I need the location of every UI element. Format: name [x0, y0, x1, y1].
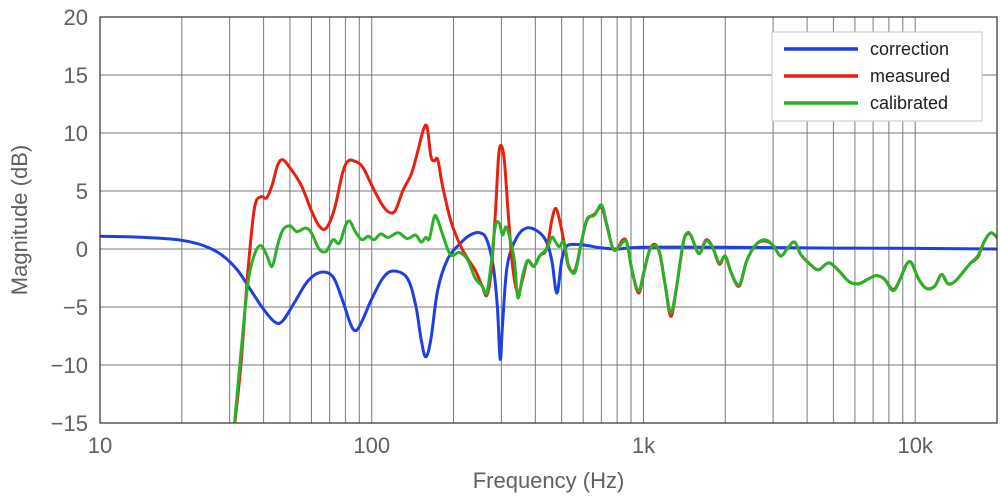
series-layer — [100, 123, 997, 423]
y-tick-label: −15 — [51, 411, 88, 436]
y-tick-label: 10 — [64, 121, 88, 146]
legend-label-correction: correction — [870, 39, 949, 59]
legend: correction measured calibrated — [771, 31, 983, 122]
y-axis-ticks: −15 −10 −5 0 5 10 15 20 — [51, 5, 88, 436]
y-tick-label: 5 — [76, 179, 88, 204]
series-line-calibrated — [233, 203, 997, 423]
y-tick-label: 0 — [76, 237, 88, 262]
legend-label-calibrated: calibrated — [870, 93, 948, 113]
x-axis-label: Frequency (Hz) — [473, 468, 625, 493]
legend-label-measured: measured — [870, 66, 950, 86]
x-tick-label: 10k — [897, 433, 933, 458]
x-tick-label: 1k — [632, 433, 656, 458]
y-tick-label: 15 — [64, 63, 88, 88]
y-tick-label: −10 — [51, 353, 88, 378]
y-tick-label: 20 — [64, 5, 88, 30]
plot-frame — [99, 16, 998, 424]
x-tick-label: 10 — [88, 433, 112, 458]
y-tick-label: −5 — [63, 295, 88, 320]
x-axis-ticks: 10 100 1k 10k — [88, 433, 934, 458]
y-axis-label: Magnitude (dB) — [7, 145, 32, 295]
x-tick-label: 100 — [353, 433, 390, 458]
series-line-correction — [100, 226, 997, 361]
